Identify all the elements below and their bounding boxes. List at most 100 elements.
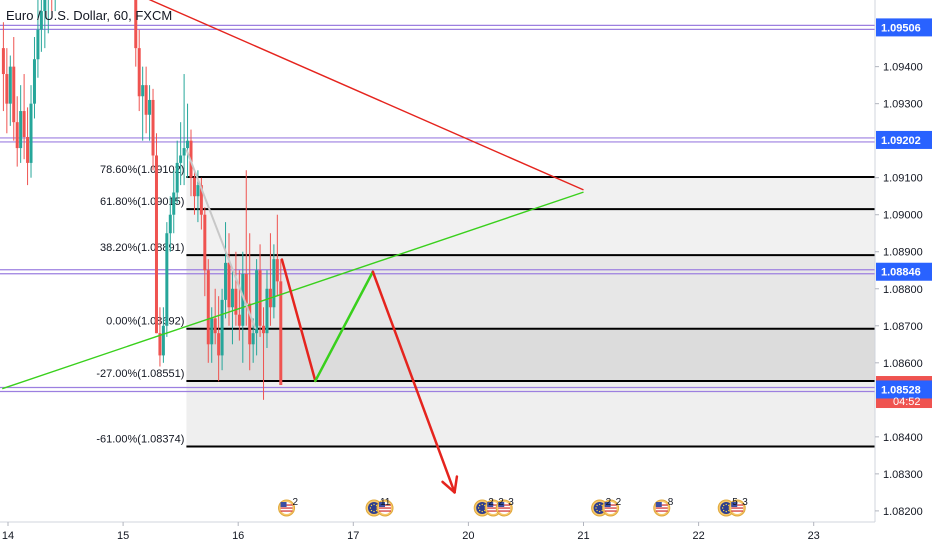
event-count-label: 2: [616, 497, 622, 508]
eu-flag-star: [373, 510, 375, 513]
event-count-label: 3: [742, 497, 748, 508]
us-flag-stripe: [280, 507, 293, 509]
candle-body: [151, 99, 155, 156]
us-flag-stripe: [655, 507, 668, 509]
event-count-label: 8: [668, 497, 674, 508]
price-tick-label: 1.08800: [883, 284, 923, 296]
candle-body: [248, 303, 252, 345]
price-tick-label: 1.09400: [883, 62, 923, 74]
candle-body: [1, 48, 5, 75]
eu-flag-star: [481, 510, 483, 513]
candle-body: [29, 103, 33, 163]
eu-flag-star: [722, 509, 725, 512]
time-tick-label: 23: [808, 530, 820, 542]
us-flag-stripe: [280, 510, 293, 512]
eu-flag-star: [370, 504, 373, 507]
price-tick-label: 1.09000: [883, 210, 923, 222]
fib-zone-upper: [186, 176, 875, 256]
price-tag-bg: [876, 130, 932, 149]
time-tick-label: 22: [692, 530, 704, 542]
candle-body: [22, 111, 26, 137]
candle-body: [265, 288, 269, 334]
event-count-label: 2: [498, 497, 504, 508]
eu-flag-star: [595, 507, 597, 509]
candle-body: [192, 177, 196, 197]
price-tick-label: 1.08700: [883, 321, 923, 333]
eu-flag-star: [596, 504, 598, 507]
eu-flag-star: [477, 507, 480, 509]
us-flag-canton: [731, 502, 738, 507]
us-flag-stripe: [487, 510, 500, 512]
candle-body: [262, 325, 266, 334]
eu-flag-star: [596, 509, 598, 512]
price-tag-label: 1.09506: [881, 22, 921, 34]
candle-body: [220, 299, 224, 356]
us-flag-canton: [655, 502, 662, 507]
us-flag-canton: [379, 502, 386, 507]
us-flag-stripe: [379, 507, 392, 509]
candle-body: [203, 214, 207, 271]
eu-flag-star: [722, 504, 725, 507]
price-tick-label: 1.08200: [883, 506, 923, 518]
fib-level-label: 38.20%(1.08891): [100, 242, 184, 254]
price-tick-label: 1.08900: [883, 247, 923, 259]
event-count-label: 11: [380, 497, 391, 508]
eu-flag-star: [478, 509, 481, 512]
candle-body: [12, 66, 16, 123]
us-flag-stripe: [498, 507, 511, 509]
us-flag-stripe: [487, 507, 500, 509]
time-tick-label: 14: [2, 530, 14, 542]
candle-body: [154, 155, 158, 334]
candle-body: [217, 333, 221, 356]
projection-arrowhead: [441, 480, 456, 494]
fib-level-label: 78.60%(1.09102): [100, 164, 184, 176]
candle-body: [213, 318, 217, 334]
candle-body: [234, 288, 238, 315]
eu-flag-star: [725, 503, 727, 506]
fib-level-label: 61.80%(1.09015): [100, 196, 184, 208]
us-flag-canton: [487, 502, 494, 507]
time-axis-bg: [0, 522, 875, 550]
candle-body: [179, 155, 183, 163]
candle-body: [137, 48, 141, 97]
us-flag-canton: [280, 502, 287, 507]
us-flag-stripe: [604, 507, 617, 509]
event-count-label: 3: [508, 497, 514, 508]
eu-flag-star: [373, 503, 375, 506]
us-flag-stripe: [379, 510, 392, 512]
price-tick-label: 1.09300: [883, 99, 923, 111]
candle-body: [36, 29, 40, 60]
candle-body: [237, 314, 241, 326]
candle-body: [5, 74, 9, 104]
price-tag-label: 1.08528: [881, 384, 921, 396]
candle-body: [241, 273, 245, 326]
chart-title: Euro / U.S. Dollar, 60, FXCM: [6, 8, 173, 23]
eu-flag-star: [721, 507, 724, 509]
candle-body: [158, 333, 162, 356]
eu-flag-star: [481, 503, 483, 506]
candle-body: [258, 270, 262, 326]
fib-zone-mid: [186, 255, 875, 329]
projection-arrowhead: [453, 475, 459, 494]
event-count-label: 5: [732, 497, 738, 508]
candle-body: [161, 325, 165, 356]
candle-body: [196, 185, 200, 197]
candle-body: [251, 333, 255, 345]
price-tick-label: 1.08300: [883, 469, 923, 481]
fib-level-label: -61.00%(1.08374): [96, 433, 184, 445]
candle-body: [19, 111, 23, 149]
event-count-label: 2: [606, 497, 612, 508]
candle-body: [172, 192, 176, 215]
us-flag-stripe: [604, 510, 617, 512]
candle-body: [39, 11, 43, 30]
eu-flag-star: [369, 507, 372, 509]
projection-segment: [314, 270, 375, 383]
candles: [1, 0, 283, 400]
fib-zone-core: [186, 328, 875, 381]
candle-body: [43, 0, 47, 12]
time-tick-label: 17: [347, 530, 359, 542]
candle-body: [279, 281, 283, 386]
price-tag-bg: [876, 380, 932, 399]
